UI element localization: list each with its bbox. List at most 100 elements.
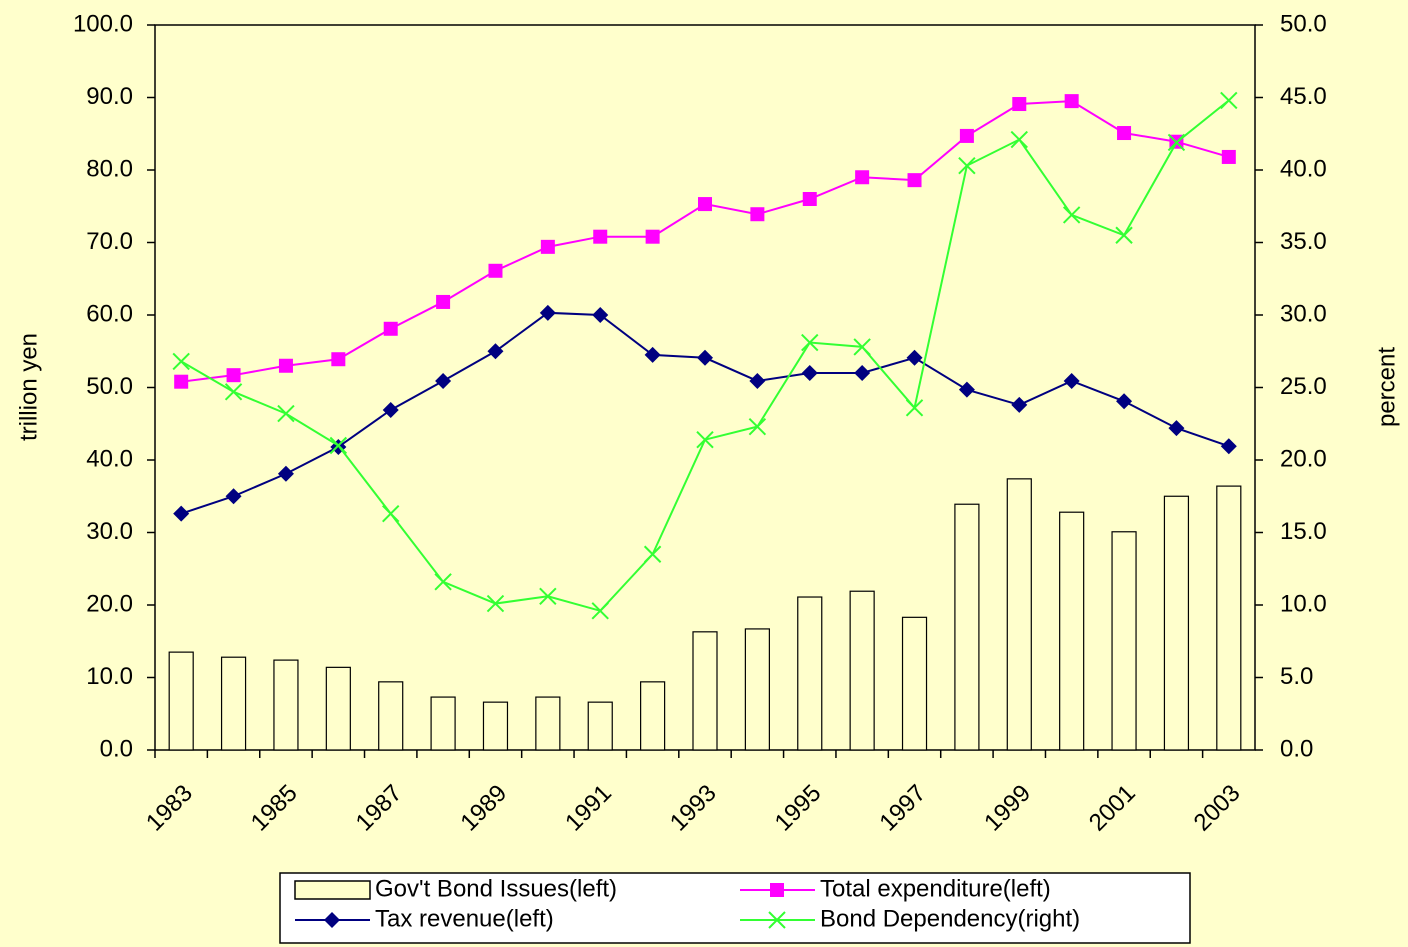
y2-tick-label: 0.0 [1280,735,1313,762]
marker [1117,126,1132,141]
marker [277,465,294,482]
marker [434,573,452,591]
bar [640,681,666,751]
bar [325,666,351,751]
marker [539,304,556,321]
legend: Gov't Bond Issues(left) Total expenditure… [279,872,1191,944]
x-tick-label: 2003 [1189,780,1246,837]
y-tick-label: 50.0 [86,373,133,400]
legend-box [279,872,1191,944]
marker [854,365,871,381]
marker [224,383,243,401]
bar [849,590,875,751]
marker [1116,393,1133,410]
y-tick-label: 80.0 [86,155,133,182]
y-tick-label: 70.0 [86,228,133,255]
bar [1006,478,1032,751]
marker [959,128,974,143]
bar [482,701,509,751]
bar [1163,495,1190,751]
y-tick-label: 30.0 [86,518,133,545]
marker [698,197,712,212]
legend-label: Bond Dependency(right) [820,905,1080,932]
marker [1221,149,1236,164]
marker [382,401,399,418]
y2-tick-label: 20.0 [1280,445,1327,472]
marker [643,545,662,563]
marker [748,417,767,436]
marker [592,307,609,323]
bar [1059,511,1085,751]
marker [801,333,819,352]
marker [436,294,451,309]
marker [958,381,975,398]
marker [1012,97,1027,112]
marker [750,207,765,222]
marker [331,352,346,367]
bar [378,681,404,751]
marker [697,349,713,366]
y-tick-label: 60.0 [86,300,133,327]
bar [797,596,823,751]
marker [173,505,190,522]
marker [172,352,190,371]
marker [591,602,609,620]
marker [329,436,348,455]
marker [1062,206,1081,224]
bar [901,616,928,751]
marker [770,883,784,897]
bar [744,628,770,751]
y2-tick-label: 10.0 [1280,590,1327,617]
y-tick-label: 100.0 [73,10,133,37]
marker [1064,94,1079,109]
y-tick-label: 90.0 [86,83,133,110]
marker [645,229,660,244]
marker [486,594,505,613]
marker [324,912,340,928]
bar [1216,485,1242,751]
marker [1220,91,1238,110]
bar [220,656,247,751]
marker [383,321,398,336]
legend-label: Gov't Bond Issues(left) [375,875,617,902]
marker [802,192,817,206]
y-tick-label: 20.0 [86,590,133,617]
y-tick-label: 0.0 [100,735,133,762]
marker [593,229,608,244]
x-tick-label: 1989 [455,780,512,837]
x-tick-label: 1993 [665,780,722,837]
marker [644,346,661,363]
marker [488,263,503,278]
marker [225,488,242,505]
y2-tick-label: 15.0 [1280,518,1327,545]
bar [535,696,561,751]
y-tick-label: 10.0 [86,663,133,690]
marker [1168,420,1185,437]
marker [853,338,871,356]
x-tick-label: 1995 [770,780,827,837]
y2-tick-label: 30.0 [1280,300,1327,327]
x-tick-label: 2001 [1084,780,1141,837]
y2-tick-label: 5.0 [1280,663,1313,690]
x-tick-label: 1997 [874,780,931,837]
y2-tick-label: 35.0 [1280,228,1327,255]
marker [540,239,555,254]
y2-tick-label: 40.0 [1280,155,1327,182]
y2-tick-label: 45.0 [1280,83,1327,110]
marker [958,156,976,175]
marker [435,372,452,389]
y2-tick-label: 25.0 [1280,373,1327,400]
legend-swatch [294,880,371,900]
marker [1010,130,1028,149]
bar [954,503,980,751]
marker [801,365,818,381]
x-tick-label: 1987 [351,780,408,837]
marker [1011,396,1028,413]
marker [906,349,923,366]
marker [1063,372,1080,389]
marker [768,911,786,929]
marker [539,587,557,606]
legend-label: Total expenditure(left) [820,875,1051,902]
